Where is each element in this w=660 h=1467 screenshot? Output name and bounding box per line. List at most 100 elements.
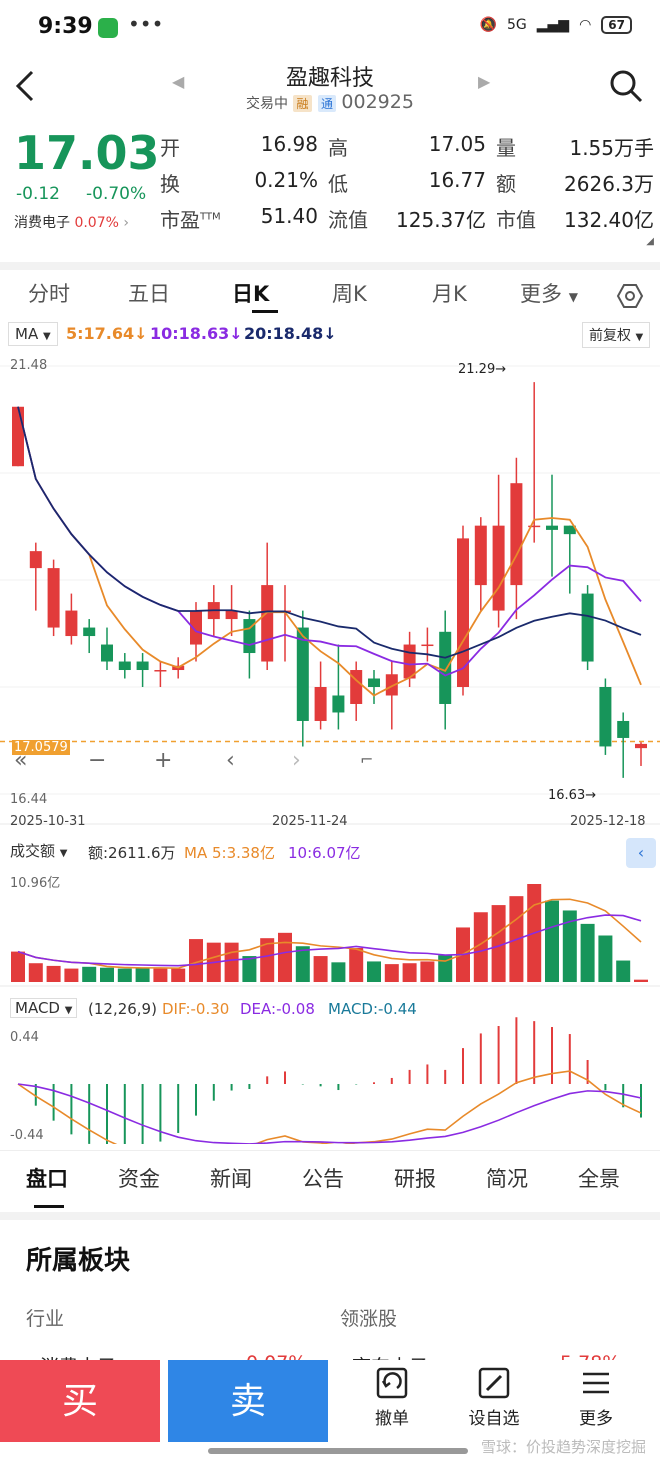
volume-label: 量 bbox=[496, 136, 516, 160]
last-price: 17.03 bbox=[14, 126, 160, 180]
watermark: 雪球：价投趋势深度挖掘 bbox=[480, 1438, 646, 1456]
market-cap-value: 132.40亿 bbox=[564, 208, 654, 232]
buy-button[interactable]: 买 bbox=[0, 1360, 160, 1442]
collapse-panel-icon[interactable]: ‹ bbox=[626, 838, 656, 868]
macd-value: MACD:-0.44 bbox=[328, 1000, 417, 1018]
candle-body bbox=[65, 610, 78, 637]
volume-bar bbox=[224, 942, 239, 982]
cancel-order-label: 撤单 bbox=[375, 1409, 409, 1429]
candle-body bbox=[528, 525, 541, 528]
volume-value: 1.55万手 bbox=[569, 136, 654, 160]
home-indicator[interactable] bbox=[208, 1448, 468, 1454]
volume-ma10-line bbox=[17, 914, 642, 967]
search-icon[interactable] bbox=[608, 68, 644, 104]
candle-body bbox=[83, 627, 96, 637]
date-end: 2025-12-18 bbox=[570, 814, 646, 829]
tab-weekly-k[interactable]: 周K bbox=[332, 282, 367, 306]
next-stock-icon[interactable]: ▶ bbox=[478, 72, 491, 91]
tab-more[interactable]: 更多 ▼ bbox=[520, 282, 578, 306]
expand-icon[interactable]: ◢ bbox=[646, 236, 654, 247]
scroll-left-icon[interactable]: « bbox=[14, 748, 28, 773]
amount-value: 2626.3万 bbox=[564, 172, 654, 196]
ma20-line bbox=[17, 406, 642, 659]
amount-label: 额 bbox=[496, 172, 516, 196]
prev-stock-icon[interactable]: ◀ bbox=[172, 72, 185, 91]
sector-pct: 0.07% bbox=[74, 215, 119, 231]
adjust-select[interactable]: 前复权 ▼ bbox=[582, 322, 651, 348]
settings-icon[interactable] bbox=[616, 282, 644, 310]
candle-body bbox=[314, 687, 327, 721]
clock: 9:39 bbox=[38, 14, 93, 39]
candle-body bbox=[136, 661, 149, 671]
volume-bar bbox=[367, 961, 381, 982]
ma20-value: 20:18.48↓ bbox=[244, 324, 337, 343]
tab-announcements[interactable]: 公告 bbox=[302, 1167, 344, 1191]
ma10-line bbox=[17, 406, 642, 677]
tab-intraday[interactable]: 分时 bbox=[28, 282, 70, 306]
volume-bar bbox=[100, 967, 114, 982]
candlestick-chart[interactable] bbox=[0, 354, 660, 1161]
volume-bar bbox=[491, 905, 506, 982]
tab-capital[interactable]: 资金 bbox=[118, 1167, 160, 1191]
macd-select[interactable]: MACD ▼ bbox=[10, 998, 78, 1018]
fullscreen-icon[interactable]: ⌐ bbox=[360, 750, 374, 769]
volume-max-label: 10.96亿 bbox=[10, 876, 61, 891]
volume-bar bbox=[384, 964, 399, 982]
sector-link[interactable]: 消费电子 0.07% › bbox=[14, 215, 129, 231]
tab-news[interactable]: 新闻 bbox=[210, 1167, 252, 1191]
low-marker: 16.63→ bbox=[548, 788, 597, 803]
candle-body bbox=[599, 687, 612, 747]
tab-monthly-k[interactable]: 月K bbox=[432, 282, 467, 306]
volume-bar bbox=[117, 968, 132, 982]
ma5-line bbox=[17, 406, 642, 697]
trading-state: 交易中 bbox=[246, 96, 289, 112]
candle-body bbox=[439, 631, 452, 704]
ma-legend: MA ▼ 5:17.64↓ 10:18.63↓ 20:18.48↓ 前复权 ▼ bbox=[0, 318, 660, 354]
candle-body bbox=[563, 525, 576, 535]
tab-research[interactable]: 研报 bbox=[394, 1167, 436, 1191]
cancel-order-button[interactable]: 撤单 bbox=[352, 1366, 432, 1429]
candle-body bbox=[421, 644, 434, 647]
add-watchlist-button[interactable]: 设自选 bbox=[454, 1366, 534, 1429]
turnover-label: 换 bbox=[160, 172, 180, 196]
price-line-label: 17.0579 bbox=[12, 740, 70, 755]
tab-daily-k[interactable]: 日K bbox=[232, 282, 270, 306]
step-right-icon[interactable]: › bbox=[292, 748, 301, 773]
volume-bar bbox=[598, 935, 613, 982]
signal-icon: ▂▄▆ bbox=[536, 17, 570, 33]
volume-select[interactable]: 成交额 ▼ bbox=[10, 842, 68, 860]
zoom-out-icon[interactable]: − bbox=[88, 748, 107, 773]
ma5-value: 5:17.64↓ bbox=[66, 324, 148, 343]
step-left-icon[interactable]: ‹ bbox=[226, 748, 235, 773]
tab-overview[interactable]: 全景 bbox=[578, 1167, 620, 1191]
indicator-select[interactable]: MA ▼ bbox=[8, 322, 58, 346]
price-change: -0.12 bbox=[16, 184, 60, 204]
volume-bar bbox=[438, 955, 453, 982]
back-icon[interactable] bbox=[12, 68, 40, 104]
dea-line bbox=[17, 1083, 642, 1145]
candle-body bbox=[474, 525, 487, 586]
volume-bar bbox=[171, 968, 186, 982]
tab-five-day[interactable]: 五日 bbox=[128, 282, 170, 306]
wechat-icon bbox=[98, 18, 118, 38]
tab-orderbook[interactable]: 盘口 bbox=[26, 1167, 68, 1191]
candle-body bbox=[617, 720, 630, 738]
volume-bar bbox=[313, 956, 328, 982]
volume-bar bbox=[64, 968, 79, 982]
zoom-in-icon[interactable]: + bbox=[154, 748, 173, 773]
dif-line bbox=[17, 1070, 642, 1161]
candle-body bbox=[47, 568, 60, 628]
tab-profile[interactable]: 简况 bbox=[486, 1167, 528, 1191]
volume-bar bbox=[153, 968, 168, 982]
sell-button[interactable]: 卖 bbox=[168, 1360, 328, 1442]
more-button[interactable]: 更多 bbox=[556, 1366, 636, 1429]
high-label: 高 bbox=[328, 136, 348, 160]
y-min-label: 16.44 bbox=[10, 792, 48, 807]
volume-bar bbox=[278, 932, 292, 982]
sector-section: 所属板块 行业 领涨股 消费电子 0.07% 奕东电子 5.78% bbox=[0, 1212, 660, 1378]
candle-body bbox=[510, 483, 523, 586]
low-label: 低 bbox=[328, 172, 348, 196]
stock-header: 盈趣科技 交易中 融 通 002925 ◀ ▶ bbox=[0, 56, 660, 128]
volume-bar bbox=[580, 923, 595, 982]
volume-bar bbox=[295, 946, 310, 982]
